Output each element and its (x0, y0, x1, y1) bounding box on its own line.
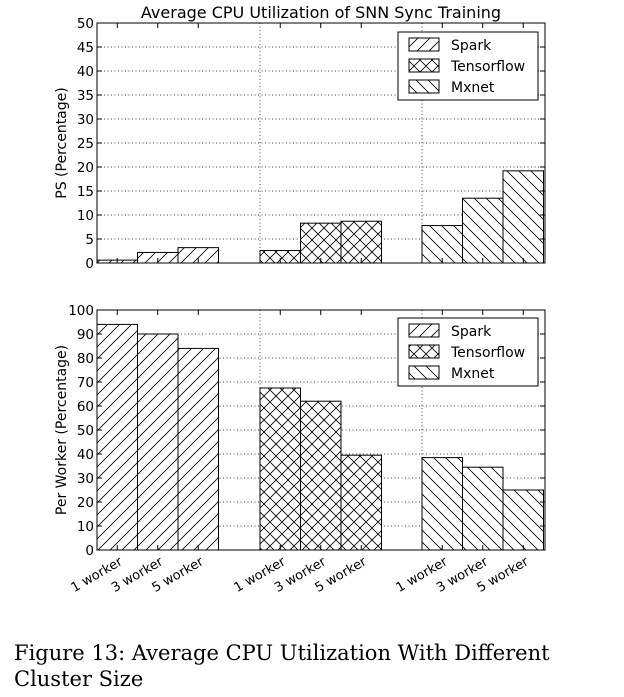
y-tick-label: 50 (77, 16, 94, 32)
bar (502, 489, 544, 551)
y-tick-label: 20 (77, 160, 94, 176)
bar (340, 454, 382, 551)
legend-label: Spark (451, 38, 492, 54)
y-axis-label: PS (Percentage) (54, 87, 70, 198)
y-tick-label: 90 (77, 327, 94, 343)
bar (137, 333, 179, 551)
y-tick-label: 10 (77, 208, 94, 224)
legend-label: Tensorflow (450, 345, 525, 361)
legend-swatch (408, 365, 440, 380)
bar (421, 225, 463, 264)
y-tick-label: 80 (77, 351, 94, 367)
bar (462, 197, 504, 264)
y-tick-label: 30 (77, 471, 94, 487)
legend-swatch (408, 37, 440, 52)
bar (177, 347, 219, 551)
y-tick-label: 100 (68, 303, 94, 319)
y-tick-label: 45 (77, 40, 94, 56)
legend-label: Tensorflow (450, 59, 525, 75)
y-tick-label: 40 (77, 447, 94, 463)
legend-swatch (408, 58, 440, 73)
y-tick-label: 5 (85, 232, 94, 248)
bar (421, 457, 463, 551)
y-tick-label: 30 (77, 112, 94, 128)
legend-swatch (408, 79, 440, 94)
y-tick-label: 60 (77, 399, 94, 415)
y-tick-label: 40 (77, 64, 94, 80)
bar (300, 222, 342, 264)
legend: Spark Tensorflow Mxnet (397, 317, 539, 387)
legend-label: Mxnet (451, 80, 495, 96)
bar (259, 387, 301, 551)
y-tick-label: 50 (77, 423, 94, 439)
legend-swatch (408, 344, 440, 359)
figure-caption: Figure 13: Average CPU Utilization With … (14, 641, 550, 691)
bar (340, 220, 382, 264)
y-tick-label: 70 (77, 375, 94, 391)
ps-utilization-chart: 0 5 10 15 20 25 30 35 40 45 50 PS (Percentage) Avera… (54, 3, 546, 272)
y-tick-label: 25 (77, 136, 94, 152)
per-worker-utilization-chart: 0 10 20 30 40 50 60 70 80 90 100 Per Worker (Percen… (54, 303, 546, 596)
y-tick-label: 15 (77, 184, 94, 200)
y-tick-label: 0 (85, 256, 94, 272)
bar (462, 466, 504, 551)
legend-label: Mxnet (451, 366, 495, 382)
legend-label: Spark (451, 324, 492, 340)
bar (300, 400, 342, 551)
legend-swatch (408, 323, 440, 338)
chart-title: Average CPU Utilization of SNN Sync Trai… (141, 3, 501, 22)
y-tick-label: 10 (77, 519, 94, 535)
y-tick-label: 35 (77, 88, 94, 104)
y-tick-label: 20 (77, 495, 94, 511)
bar (96, 323, 138, 551)
legend: Spark Tensorflow Mxnet (397, 31, 539, 101)
bar (502, 170, 544, 264)
y-tick-label: 0 (85, 543, 94, 559)
y-axis-label: Per Worker (Percentage) (54, 345, 70, 515)
